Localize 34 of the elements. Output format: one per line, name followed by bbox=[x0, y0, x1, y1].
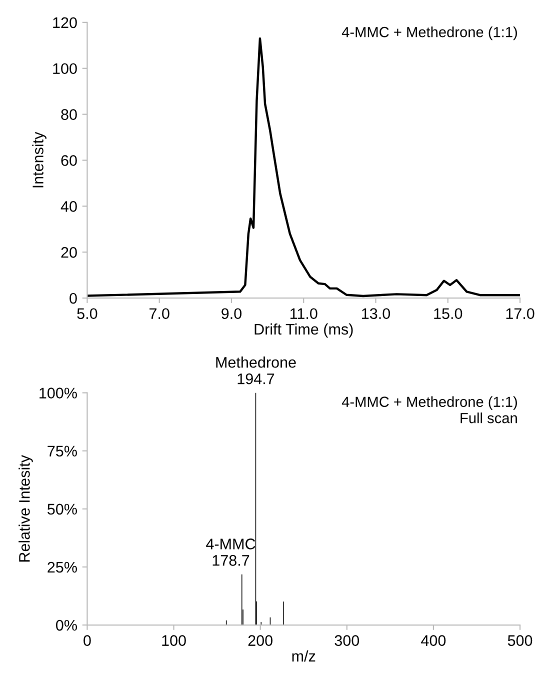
y-tick-label: 50% bbox=[48, 504, 77, 515]
x-tick-label: 7.0 bbox=[150, 308, 170, 320]
annotation: 4-MMC + Methedrone (1:1) bbox=[342, 396, 517, 410]
y-tick-label: 75% bbox=[48, 446, 77, 457]
x-tick-label: 9.0 bbox=[222, 308, 242, 320]
x-tick-label: 200 bbox=[248, 635, 272, 646]
y-axis-title: Relative Intesity bbox=[18, 455, 33, 562]
y-tick-label: 120 bbox=[53, 17, 77, 28]
x-tick-label: 500 bbox=[508, 635, 532, 646]
annotation: 4-MMC 178.7 bbox=[206, 538, 256, 566]
y-tick-label: 80 bbox=[61, 109, 77, 120]
x-axis-title: Drift Time (ms) bbox=[254, 323, 353, 338]
x-tick-label: 15.0 bbox=[434, 308, 462, 320]
annotation: Full scan bbox=[460, 412, 517, 424]
annotation: 4-MMC + Methedrone (1:1) bbox=[342, 26, 517, 40]
y-tick-label: 40 bbox=[60, 201, 77, 212]
y-tick-label: 20 bbox=[61, 247, 77, 258]
x-tick-label: 5.0 bbox=[77, 308, 98, 320]
y-tick-label: 100 bbox=[53, 63, 77, 74]
x-tick-label: 400 bbox=[421, 635, 446, 646]
x-tick-label: 300 bbox=[334, 635, 360, 646]
x-tick-label: 11.0 bbox=[290, 308, 318, 320]
x-tick-label: 13.0 bbox=[362, 308, 390, 320]
y-tick-label: 25% bbox=[48, 562, 77, 573]
x-tick-label: 17.0 bbox=[506, 308, 534, 320]
y-tick-label: 60 bbox=[61, 155, 77, 166]
x-tick-label: 0 bbox=[84, 635, 91, 646]
y-axis-title: Intensity bbox=[32, 132, 46, 188]
x-axis-title: m/z bbox=[292, 650, 316, 662]
annotation: Methedrone 194.7 bbox=[216, 356, 296, 384]
y-tick-label: 0% bbox=[56, 620, 77, 631]
y-tick-label: 0 bbox=[70, 292, 77, 304]
y-tick-label: 100% bbox=[40, 388, 77, 398]
x-tick-label: 100 bbox=[162, 635, 186, 646]
